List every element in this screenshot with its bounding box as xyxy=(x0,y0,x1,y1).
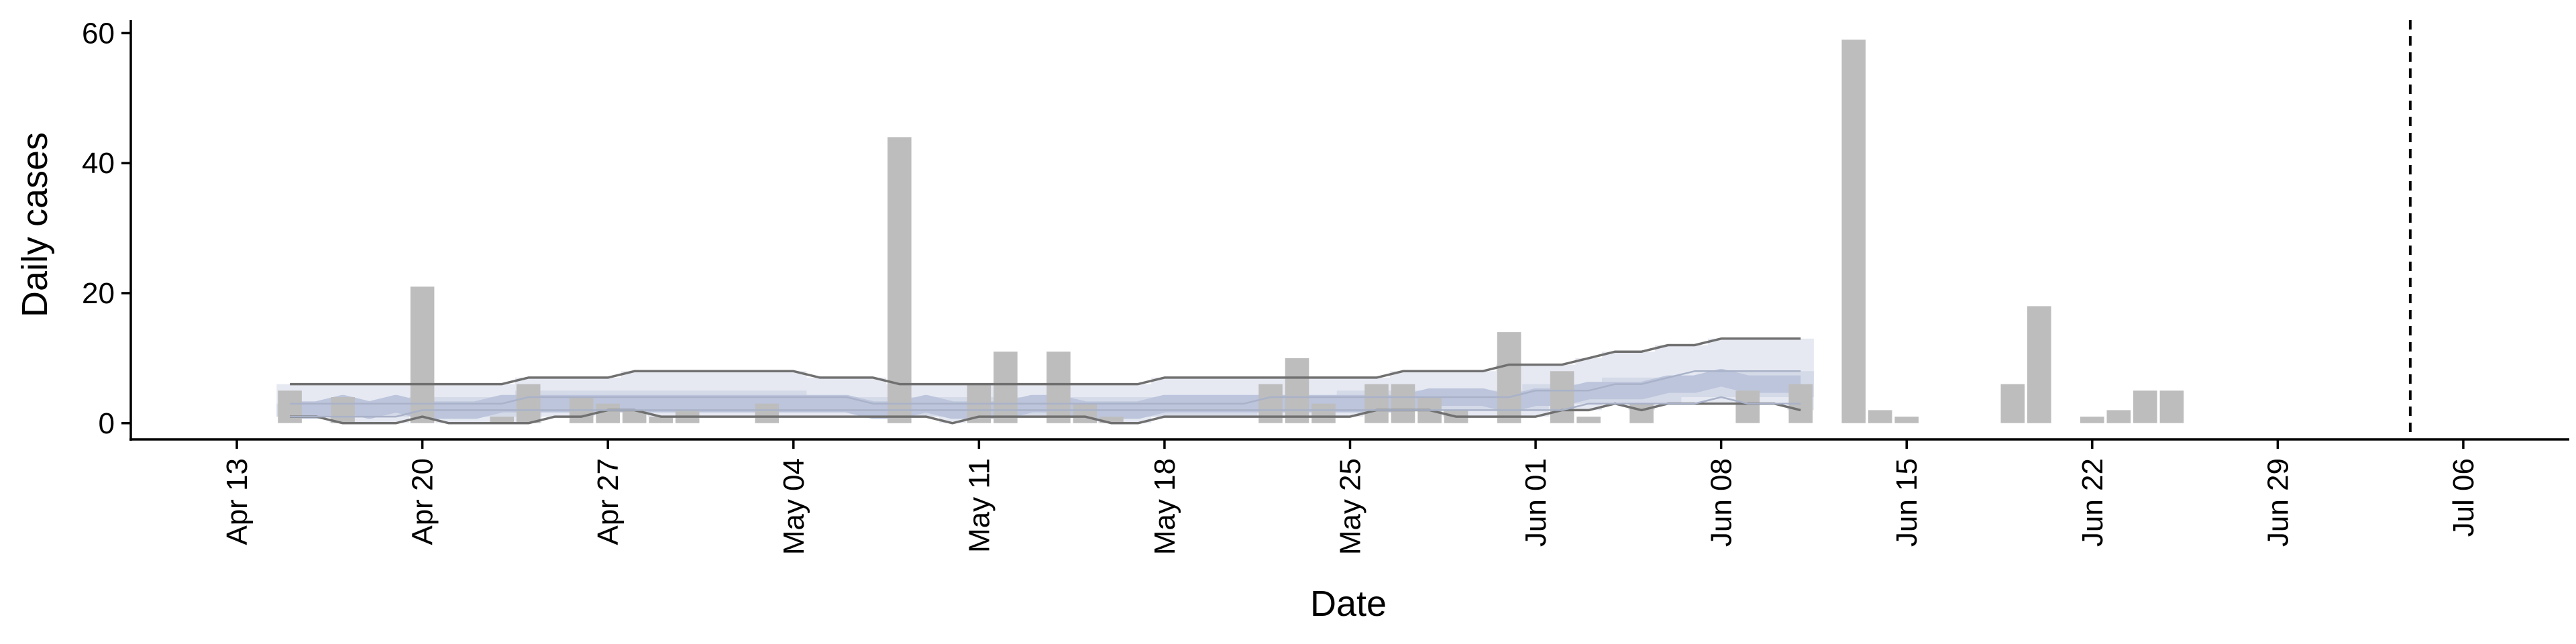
x-tick-label: Apr 20 xyxy=(407,458,439,545)
case-bar xyxy=(1391,384,1415,423)
case-bar xyxy=(1497,332,1521,423)
outer-upper-line xyxy=(290,337,1801,386)
case-bar xyxy=(1576,417,1601,423)
case-bar xyxy=(2080,417,2104,423)
x-tick-label: May 04 xyxy=(777,458,810,555)
x-tick-label: Jun 29 xyxy=(2261,458,2294,547)
x-tick-label: Jun 01 xyxy=(1519,458,1552,547)
outer-lower-line xyxy=(290,402,1801,425)
case-bar xyxy=(2159,390,2184,423)
x-tick-label: Jun 08 xyxy=(1705,458,1738,547)
x-tick-label: Apr 27 xyxy=(592,458,625,545)
case-bar xyxy=(2133,390,2157,423)
case-bar xyxy=(2027,306,2051,423)
y-axis-title: Daily cases xyxy=(15,132,55,317)
inner-upper-line xyxy=(290,370,1801,405)
x-tick-label: Apr 13 xyxy=(221,458,254,545)
x-tick-label: May 18 xyxy=(1148,458,1181,555)
x-tick-label: May 25 xyxy=(1334,458,1367,555)
case-bar xyxy=(1099,417,1124,423)
case-bar xyxy=(1550,371,1574,423)
case-bar xyxy=(2106,410,2131,423)
case-bar xyxy=(1841,40,1866,423)
axes: 0 20 40 60 Apr 13 Apr 20 Apr 27 May 04 May 11 May… xyxy=(82,17,2569,555)
case-bar xyxy=(994,352,1018,423)
case-bar xyxy=(888,137,912,423)
y-tick-label: 60 xyxy=(82,17,115,50)
case-bar xyxy=(649,417,673,423)
x-tick-label: Jun 22 xyxy=(2076,458,2109,547)
case-bar xyxy=(1364,384,1389,423)
case-bar xyxy=(516,384,541,423)
case-bar xyxy=(1735,390,1760,423)
x-axis-title: Date xyxy=(1310,584,1387,624)
x-tick-label: Jul 06 xyxy=(2447,458,2480,537)
y-tick-label: 20 xyxy=(82,277,115,310)
case-bar xyxy=(755,403,780,423)
forecast-lines xyxy=(290,337,1801,425)
case-bar xyxy=(596,403,620,423)
case-bar xyxy=(1285,358,1309,423)
case-bar xyxy=(2000,384,2025,423)
case-bar xyxy=(278,390,302,423)
x-tick-label: Jun 15 xyxy=(1890,458,1923,547)
x-tick-label: May 11 xyxy=(963,458,996,553)
case-bar xyxy=(331,397,355,423)
inner-lower-line xyxy=(290,396,1801,418)
observed-bars xyxy=(278,40,2184,423)
case-bar xyxy=(622,410,647,423)
y-tick-label: 0 xyxy=(99,407,115,440)
case-bar xyxy=(410,286,435,423)
case-bar xyxy=(490,417,514,423)
y-tick-label: 40 xyxy=(82,147,115,180)
case-bar xyxy=(1311,403,1336,423)
case-bar xyxy=(1046,352,1071,423)
case-bar xyxy=(1868,410,1892,423)
case-bar xyxy=(1629,403,1654,423)
case-bar xyxy=(1894,417,1919,423)
case-bar xyxy=(1073,403,1097,423)
